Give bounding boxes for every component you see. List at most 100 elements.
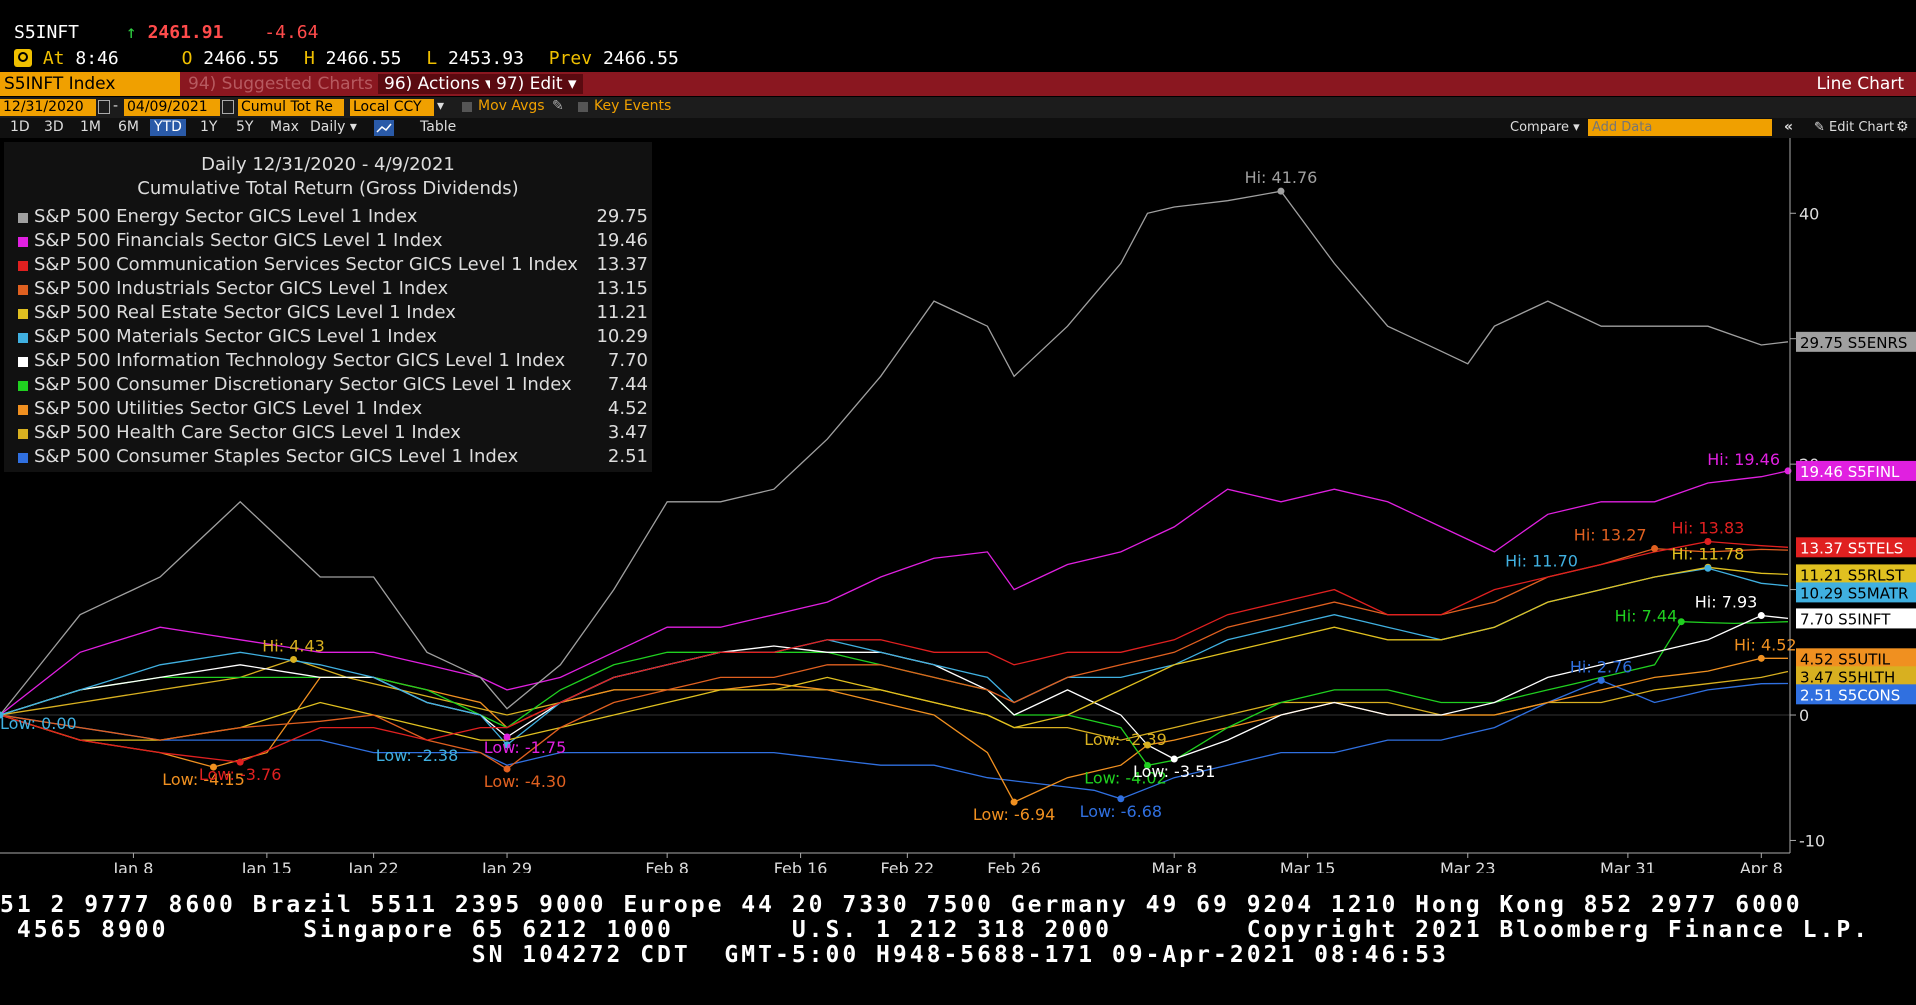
pencil-icon[interactable]: ✎ <box>552 98 564 114</box>
series-value-tag <box>1796 684 1916 705</box>
extreme-label: Hi: 19.46 <box>1707 450 1780 469</box>
x-tick-label: Jan 8 <box>112 859 153 873</box>
legend-series-value: 4.52 <box>607 398 648 419</box>
edit-chart-button[interactable]: ✎ Edit Chart <box>1810 119 1898 136</box>
range-1y[interactable]: 1Y <box>200 119 218 135</box>
extreme-point <box>1704 564 1712 572</box>
legend-item[interactable]: S&P 500 Utilities Sector GICS Level 1 In… <box>18 398 648 422</box>
gear-icon[interactable]: ⚙ <box>1896 119 1909 135</box>
legend-series-value: 19.46 <box>596 230 648 251</box>
add-data-input[interactable] <box>1588 119 1772 136</box>
series-line[interactable] <box>0 679 1789 800</box>
pencil-icon: ✎ <box>1814 120 1825 135</box>
extreme-label: Hi: 2.76 <box>1570 657 1633 676</box>
legend-item[interactable]: S&P 500 Real Estate Sector GICS Level 1 … <box>18 302 648 326</box>
legend-swatch <box>18 285 28 295</box>
range-5y[interactable]: 5Y <box>236 119 254 135</box>
range-1d[interactable]: 1D <box>10 119 30 135</box>
start-date-field[interactable]: 12/31/2020 <box>0 99 96 116</box>
series-line[interactable] <box>0 470 1789 716</box>
legend-item[interactable]: S&P 500 Energy Sector GICS Level 1 Index… <box>18 206 648 230</box>
extreme-point <box>1117 795 1125 803</box>
frequency-select[interactable]: Daily ▾ <box>310 119 357 135</box>
price-change: -4.64 <box>264 22 319 43</box>
legend-item[interactable]: S&P 500 Financials Sector GICS Level 1 I… <box>18 230 648 254</box>
legend-series-name: S&P 500 Materials Sector GICS Level 1 In… <box>34 326 437 347</box>
dropdown-arrow-icon[interactable]: ▾ <box>437 98 445 114</box>
series-value-tag-label: 29.75 S5ENRS <box>1800 334 1907 352</box>
legend-series-name: S&P 500 Consumer Discretionary Sector GI… <box>34 374 572 395</box>
edit-menu[interactable]: 97) Edit ▾ <box>490 74 583 94</box>
range-6m[interactable]: 6M <box>118 119 139 135</box>
legend-item[interactable]: S&P 500 Consumer Discretionary Sector GI… <box>18 374 648 398</box>
legend-item[interactable]: S&P 500 Information Technology Sector GI… <box>18 350 648 374</box>
series-line[interactable] <box>0 657 1788 803</box>
collapse-button[interactable]: « <box>1784 119 1794 135</box>
series-line[interactable] <box>0 566 1789 741</box>
x-tick-label: Feb 16 <box>774 859 828 873</box>
legend-item[interactable]: S&P 500 Consumer Staples Sector GICS Lev… <box>18 446 648 470</box>
quote-line-1: S5INFT ↑ 2461.91 -4.64 <box>14 22 318 43</box>
legend-series-value: 7.70 <box>607 350 648 371</box>
extreme-point <box>1757 654 1765 662</box>
extreme-point <box>1144 741 1152 749</box>
x-tick-label: Feb 22 <box>880 859 934 873</box>
legend-swatch <box>18 261 28 271</box>
date-bar: 12/31/2020 - 04/09/2021 Cumul Tot Re Loc… <box>0 97 1916 118</box>
extreme-label: Low: -2.38 <box>376 746 459 765</box>
legend-swatch <box>18 213 28 223</box>
range-3d[interactable]: 3D <box>44 119 64 135</box>
x-tick-label: Mar 15 <box>1280 859 1336 873</box>
extreme-label: Low: -6.94 <box>973 805 1056 824</box>
range-max[interactable]: Max <box>270 119 299 135</box>
end-date-field[interactable]: 04/09/2021 <box>124 99 220 116</box>
series-value-tag-label: 3.47 S5HLTH <box>1800 668 1895 686</box>
range-ytd[interactable]: YTD <box>150 119 186 136</box>
mov-avgs-label: Mov Avgs <box>478 98 545 114</box>
low-label: L <box>426 48 438 69</box>
extreme-point <box>1170 755 1178 763</box>
series-value-tag-label: 11.21 S5RLST <box>1800 566 1905 584</box>
function-toolbar: S5INFT Index 94) Suggested Charts 96) Ac… <box>0 72 1916 96</box>
actions-menu[interactable]: 96) Actions ▾ <box>378 74 500 94</box>
range-1m[interactable]: 1M <box>80 119 101 135</box>
mov-avgs-checkbox[interactable] <box>462 102 472 112</box>
quote-header: S5INFT ↑ 2461.91 -4.64 At 8:46 O 2466.55… <box>0 0 1916 72</box>
x-tick-label: Mar 31 <box>1600 859 1656 873</box>
x-tick-label: Feb 26 <box>987 859 1041 873</box>
security-field[interactable]: S5INFT Index <box>0 72 180 96</box>
key-events-checkbox[interactable] <box>578 102 588 112</box>
extreme-point <box>503 765 511 773</box>
extreme-label: Hi: 7.44 <box>1615 607 1678 626</box>
legend-series-name: S&P 500 Consumer Staples Sector GICS Lev… <box>34 446 519 467</box>
legend-series-name: S&P 500 Utilities Sector GICS Level 1 In… <box>34 398 423 419</box>
extreme-label: Low: -4.02 <box>1084 768 1167 787</box>
x-tick-label: Feb 8 <box>645 859 689 873</box>
legend-item[interactable]: S&P 500 Industrials Sector GICS Level 1 … <box>18 278 648 302</box>
legend-item[interactable]: S&P 500 Communication Services Sector GI… <box>18 254 648 278</box>
compare-button[interactable]: Compare ▾ <box>1510 120 1580 135</box>
table-button[interactable]: Table <box>420 119 457 135</box>
series-line[interactable] <box>0 540 1789 763</box>
legend-series-name: S&P 500 Information Technology Sector GI… <box>34 350 566 371</box>
series-value-tag-label: 10.29 S5MATR <box>1800 584 1908 602</box>
legend-item[interactable]: S&P 500 Health Care Sector GICS Level 1 … <box>18 422 648 446</box>
extreme-label: Hi: 7.93 <box>1695 593 1758 612</box>
series-line[interactable] <box>0 190 1789 716</box>
legend-title: Daily 12/31/2020 - 4/9/2021 <box>201 154 455 175</box>
extreme-point <box>503 733 511 741</box>
calendar-icon[interactable] <box>222 100 234 114</box>
suggested-charts-button[interactable]: 94) Suggested Charts <box>188 74 374 94</box>
legend-item[interactable]: S&P 500 Materials Sector GICS Level 1 In… <box>18 326 648 350</box>
calendar-icon[interactable] <box>98 100 110 114</box>
series-lines <box>0 190 1789 803</box>
line-chart-icon[interactable] <box>374 120 394 136</box>
series-line[interactable] <box>0 547 1789 770</box>
series-line[interactable] <box>0 658 1789 741</box>
key-events-label: Key Events <box>594 98 672 114</box>
currency-select[interactable]: Local CCY <box>350 99 434 116</box>
high-label: H <box>303 48 315 69</box>
legend-series-name: S&P 500 Industrials Sector GICS Level 1 … <box>34 278 449 299</box>
line-chart[interactable]: Hi: 41.76 Hi: 19.46 Hi: 13.83 Hi: 13.27 Hi: … <box>0 138 1916 873</box>
return-mode-select[interactable]: Cumul Tot Re <box>238 99 344 116</box>
